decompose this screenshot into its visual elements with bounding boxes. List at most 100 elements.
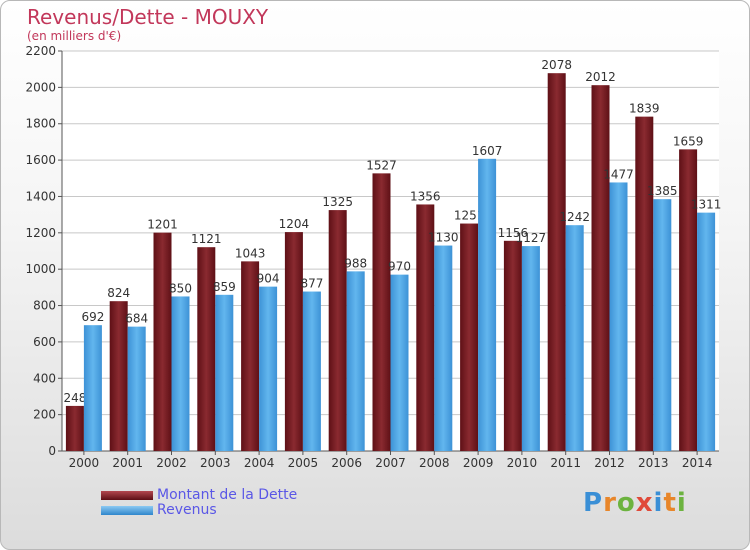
x-tick-label: 2013 xyxy=(638,456,669,470)
x-tick-label: 2007 xyxy=(375,456,406,470)
bar-debt xyxy=(679,149,698,451)
bar-debt xyxy=(197,247,216,451)
x-tick-label: 2012 xyxy=(594,456,625,470)
data-label-revenue: 877 xyxy=(300,277,323,291)
data-label-revenue: 1311 xyxy=(691,198,722,212)
x-tick-label: 2001 xyxy=(112,456,143,470)
logo-letter: i xyxy=(653,488,664,518)
legend-item-revenue: Revenus xyxy=(101,502,217,518)
data-label-debt: 1121 xyxy=(191,232,222,246)
y-tick-label: 400 xyxy=(33,371,56,385)
data-label-revenue: 850 xyxy=(169,281,192,295)
bar-debt xyxy=(328,210,347,451)
bar-revenue xyxy=(697,212,716,451)
data-label-debt: 1659 xyxy=(673,134,704,148)
data-label-revenue: 1607 xyxy=(472,144,503,158)
bar-revenue xyxy=(521,246,540,451)
data-label-revenue: 684 xyxy=(125,312,148,326)
data-label-revenue: 988 xyxy=(344,256,367,270)
bar-revenue xyxy=(478,158,497,451)
data-label-debt: 1325 xyxy=(322,195,353,209)
data-label-revenue: 859 xyxy=(213,280,236,294)
x-tick-label: 2008 xyxy=(419,456,450,470)
logo-letter: i xyxy=(676,488,687,518)
data-label-revenue: 1127 xyxy=(516,231,547,245)
bar-revenue xyxy=(434,245,453,451)
data-label-debt: 1251 xyxy=(454,209,485,223)
y-tick-label: 2000 xyxy=(25,80,56,94)
bar-revenue xyxy=(171,296,190,451)
logo-letter: x xyxy=(635,488,654,518)
bar-revenue xyxy=(127,326,146,451)
legend-swatch-debt xyxy=(101,490,153,500)
data-label-revenue: 1130 xyxy=(428,231,459,245)
y-tick-label: 1000 xyxy=(25,262,56,276)
x-tick-label: 2006 xyxy=(331,456,362,470)
bar-revenue xyxy=(83,325,102,451)
legend-label-revenue: Revenus xyxy=(157,502,217,518)
bar-debt xyxy=(284,232,303,451)
bar-revenue xyxy=(653,199,672,451)
logo-letter: t xyxy=(663,488,677,518)
legend-swatch-revenue xyxy=(101,505,153,515)
bar-debt xyxy=(635,116,654,452)
x-tick-label: 2014 xyxy=(682,456,713,470)
y-tick-label: 1400 xyxy=(25,189,56,203)
data-label-debt: 2012 xyxy=(585,70,616,84)
x-tick-label: 2009 xyxy=(463,456,494,470)
data-label-debt: 1204 xyxy=(279,217,310,231)
bar-debt xyxy=(109,301,128,451)
y-tick-label: 1200 xyxy=(25,226,56,240)
bar-debt xyxy=(372,173,391,451)
bar-debt xyxy=(591,85,610,451)
bar-debt xyxy=(416,204,435,451)
bar-revenue xyxy=(565,225,584,451)
x-tick-label: 2004 xyxy=(244,456,275,470)
data-label-revenue: 1477 xyxy=(603,167,634,181)
y-tick-label: 200 xyxy=(33,408,56,422)
bar-debt xyxy=(65,405,84,451)
bar-debt xyxy=(547,73,566,451)
x-tick-label: 2005 xyxy=(288,456,319,470)
data-label-debt: 1201 xyxy=(147,218,178,232)
data-label-revenue: 1242 xyxy=(559,210,590,224)
y-tick-label: 1800 xyxy=(25,117,56,131)
y-tick-label: 0 xyxy=(48,444,56,458)
data-label-debt: 824 xyxy=(107,286,130,300)
bar-revenue xyxy=(302,291,321,451)
data-label-debt: 2078 xyxy=(541,58,572,72)
chart-subtitle: (en milliers d'€) xyxy=(27,29,122,43)
data-label-debt: 1356 xyxy=(410,189,441,203)
legend-item-debt: Montant de la Dette xyxy=(101,487,297,503)
data-label-debt: 1156 xyxy=(498,226,529,240)
logo-letter: o xyxy=(616,488,636,518)
data-label-debt: 1839 xyxy=(629,102,660,116)
logo-letter: P xyxy=(583,488,604,518)
bar-revenue xyxy=(346,271,365,451)
x-tick-label: 2000 xyxy=(69,456,100,470)
proxiti-logo: Proxiti xyxy=(583,488,687,518)
logo-letter: r xyxy=(603,488,617,518)
bar-revenue xyxy=(215,294,234,451)
x-tick-label: 2010 xyxy=(507,456,538,470)
bar-debt xyxy=(241,261,260,451)
y-tick-label: 2200 xyxy=(25,44,56,58)
data-label-revenue: 904 xyxy=(257,272,280,286)
bar-debt xyxy=(460,223,479,451)
data-label-revenue: 692 xyxy=(81,310,104,324)
data-label-debt: 1043 xyxy=(235,246,266,260)
bar-debt xyxy=(503,240,522,451)
data-label-revenue: 970 xyxy=(388,260,411,274)
x-tick-label: 2003 xyxy=(200,456,231,470)
y-tick-label: 1600 xyxy=(25,153,56,167)
bar-revenue xyxy=(390,274,409,451)
x-tick-label: 2011 xyxy=(550,456,581,470)
x-tick-label: 2002 xyxy=(156,456,187,470)
data-label-revenue: 1385 xyxy=(647,184,678,198)
bar-revenue xyxy=(259,286,278,451)
y-tick-label: 800 xyxy=(33,299,56,313)
chart-title: Revenus/Dette - MOUXY xyxy=(27,5,269,29)
y-tick-label: 600 xyxy=(33,335,56,349)
